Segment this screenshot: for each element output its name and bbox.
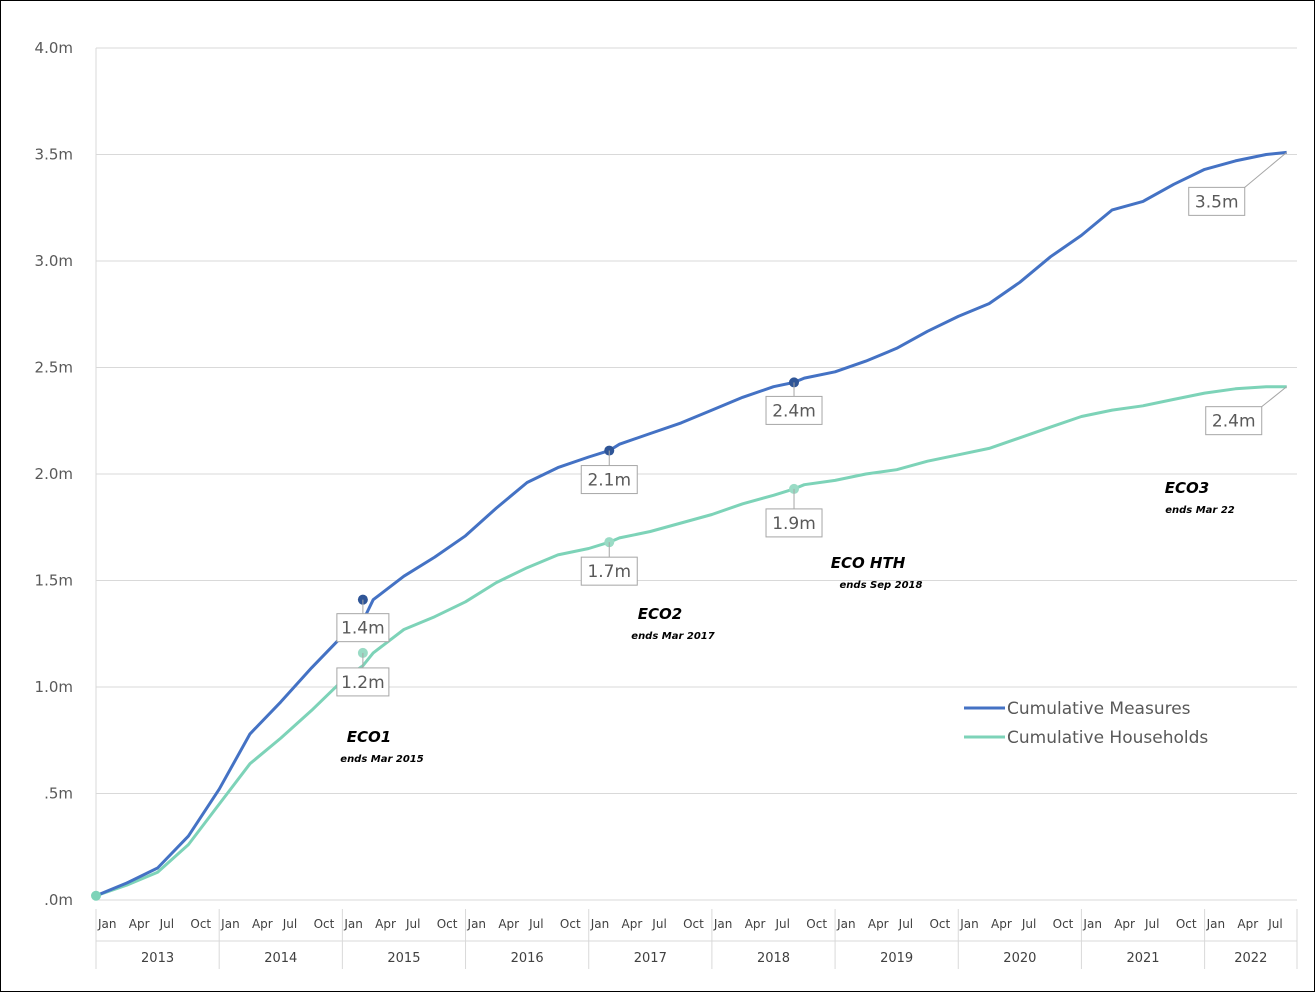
x-tick-label: Oct (190, 917, 211, 931)
x-tick-label: Apr (745, 917, 766, 931)
data-label-box (1188, 186, 1246, 216)
annotation-title: ECO HTH (831, 554, 906, 572)
data-label-box (765, 395, 823, 425)
data-label: 2.1m (587, 471, 631, 491)
data-label-box (765, 508, 823, 538)
x-year-label: 2019 (880, 951, 913, 966)
x-tick-label: Jan (1082, 917, 1102, 931)
x-tick-label: Jul (1021, 917, 1036, 931)
annotation-title: ECO1 (347, 728, 391, 746)
x-tick-label: Jan (220, 917, 240, 931)
data-label: 1.9m (772, 514, 816, 534)
series-line-cumulative-measures (95, 150, 1287, 898)
x-tick-label: Jan (97, 917, 117, 931)
annotation-subtitle: ends Mar 22 (1165, 505, 1235, 516)
x-year-label: 2020 (1003, 951, 1036, 966)
x-tick-label: Jul (282, 917, 297, 931)
x-tick-label: Apr (868, 917, 889, 931)
x-year-label: 2016 (511, 951, 544, 966)
annotation-title: ECO2 (638, 605, 682, 623)
x-year-label: 2013 (141, 951, 174, 966)
label-callout-line (1244, 151, 1288, 188)
y-tick-label: 2.5m (35, 359, 73, 377)
y-tick-label: 3.5m (35, 146, 73, 164)
data-label: 2.4m (772, 401, 816, 421)
annotation-subtitle: ends Mar 2017 (631, 631, 714, 642)
data-label: 3.5m (1195, 192, 1239, 212)
data-label: 1.7m (587, 562, 631, 582)
x-tick-label: Apr (252, 917, 273, 931)
data-label-box (336, 667, 390, 697)
y-tick-label: 1.0m (35, 678, 73, 696)
y-tick-label: 3.0m (35, 252, 73, 270)
y-tick-label: .5m (44, 785, 73, 803)
data-label-box (336, 613, 390, 643)
x-tick-label: Jul (1267, 917, 1282, 931)
x-tick-label: Oct (929, 917, 950, 931)
data-label-box (580, 556, 638, 586)
legend-label: Cumulative Measures (1007, 699, 1191, 719)
x-tick-label: Jan (590, 917, 610, 931)
x-year-label: 2015 (387, 951, 420, 966)
y-tick-label: .0m (44, 891, 73, 909)
annotation-title: ECO3 (1165, 479, 1209, 497)
x-year-label: 2018 (757, 951, 790, 966)
x-tick-label: Oct (683, 917, 704, 931)
x-tick-label: Jul (1144, 917, 1159, 931)
x-year-label: 2014 (264, 951, 297, 966)
y-tick-label: 2.0m (35, 465, 73, 483)
x-tick-label: Apr (498, 917, 519, 931)
x-tick-label: Jan (467, 917, 487, 931)
x-tick-label: Apr (991, 917, 1012, 931)
x-tick-label: Jan (959, 917, 979, 931)
x-tick-label: Apr (375, 917, 396, 931)
x-tick-label: Jul (774, 917, 789, 931)
x-tick-label: Oct (806, 917, 827, 931)
x-tick-label: Jul (159, 917, 174, 931)
x-tick-label: Apr (622, 917, 643, 931)
x-year-label: 2021 (1126, 951, 1159, 966)
x-tick-label: Oct (314, 917, 335, 931)
x-tick-label: Apr (1237, 917, 1258, 931)
data-label: 2.4m (1212, 412, 1256, 432)
data-label-box (1205, 406, 1263, 436)
data-label: 1.4m (341, 619, 385, 639)
series-point (91, 890, 101, 901)
annotation-subtitle: ends Mar 2015 (340, 754, 423, 765)
y-tick-label: 1.5m (35, 572, 73, 590)
legend-label: Cumulative Households (1007, 728, 1208, 748)
x-tick-label: Oct (437, 917, 458, 931)
x-tick-label: Jul (405, 917, 420, 931)
x-tick-label: Jul (898, 917, 913, 931)
x-tick-label: Oct (1053, 917, 1074, 931)
x-tick-label: Jan (713, 917, 733, 931)
x-year-label: 2022 (1234, 951, 1267, 966)
x-tick-label: Apr (1114, 917, 1135, 931)
label-callout-line (1261, 386, 1288, 408)
x-tick-label: Jan (343, 917, 363, 931)
x-tick-label: Apr (129, 917, 150, 931)
y-tick-label: 4.0m (35, 39, 73, 57)
x-tick-label: Jan (836, 917, 856, 931)
data-label-box (580, 465, 638, 495)
x-tick-label: Jul (651, 917, 666, 931)
x-tick-label: Jan (1206, 917, 1226, 931)
annotation-subtitle: ends Sep 2018 (840, 580, 923, 591)
x-tick-label: Jul (528, 917, 543, 931)
x-tick-label: Oct (1176, 917, 1197, 931)
x-year-label: 2017 (634, 951, 667, 966)
x-tick-label: Oct (560, 917, 581, 931)
series-line-cumulative-households (95, 385, 1287, 898)
data-label: 1.2m (341, 673, 385, 693)
